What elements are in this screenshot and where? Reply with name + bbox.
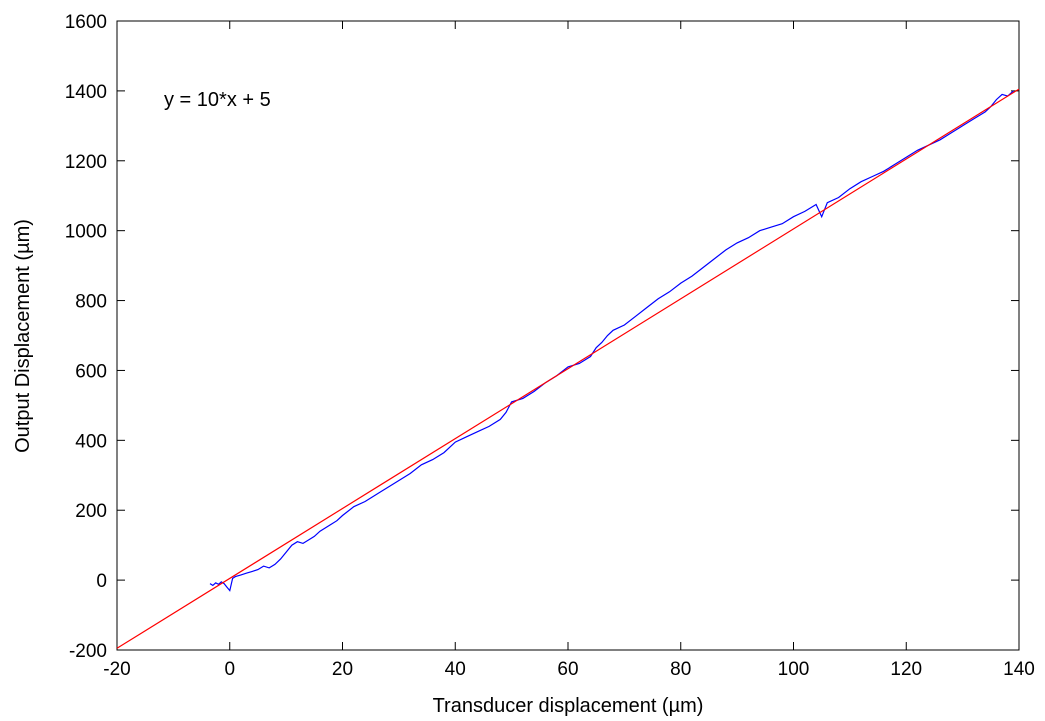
x-tick-label: 0 — [224, 659, 235, 680]
y-tick-label: 400 — [75, 431, 107, 452]
y-tick-label: -200 — [69, 641, 107, 662]
x-tick-label: -20 — [103, 659, 130, 680]
y-tick-label: 800 — [75, 292, 107, 313]
y-tick-label: 1600 — [65, 12, 107, 33]
y-tick-label: 1000 — [65, 222, 107, 243]
x-tick-label: 60 — [557, 659, 578, 680]
x-tick-label: 140 — [1003, 659, 1035, 680]
x-tick-label: 80 — [670, 659, 691, 680]
y-tick-label: 1400 — [65, 82, 107, 103]
y-axis-label: Output Displacement (µm) — [12, 219, 34, 453]
x-tick-label: 120 — [890, 659, 922, 680]
plot-area — [117, 21, 1019, 650]
fit-equation-annotation: y = 10*x + 5 — [164, 89, 271, 111]
x-tick-label: 20 — [332, 659, 353, 680]
x-tick-label: 100 — [778, 659, 810, 680]
y-tick-label: 600 — [75, 361, 107, 382]
x-axis-label: Transducer displacement (µm) — [433, 695, 704, 717]
y-tick-label: 1200 — [65, 152, 107, 173]
x-tick-label: 40 — [445, 659, 466, 680]
y-tick-label: 200 — [75, 501, 107, 522]
y-tick-label: 0 — [96, 571, 107, 592]
